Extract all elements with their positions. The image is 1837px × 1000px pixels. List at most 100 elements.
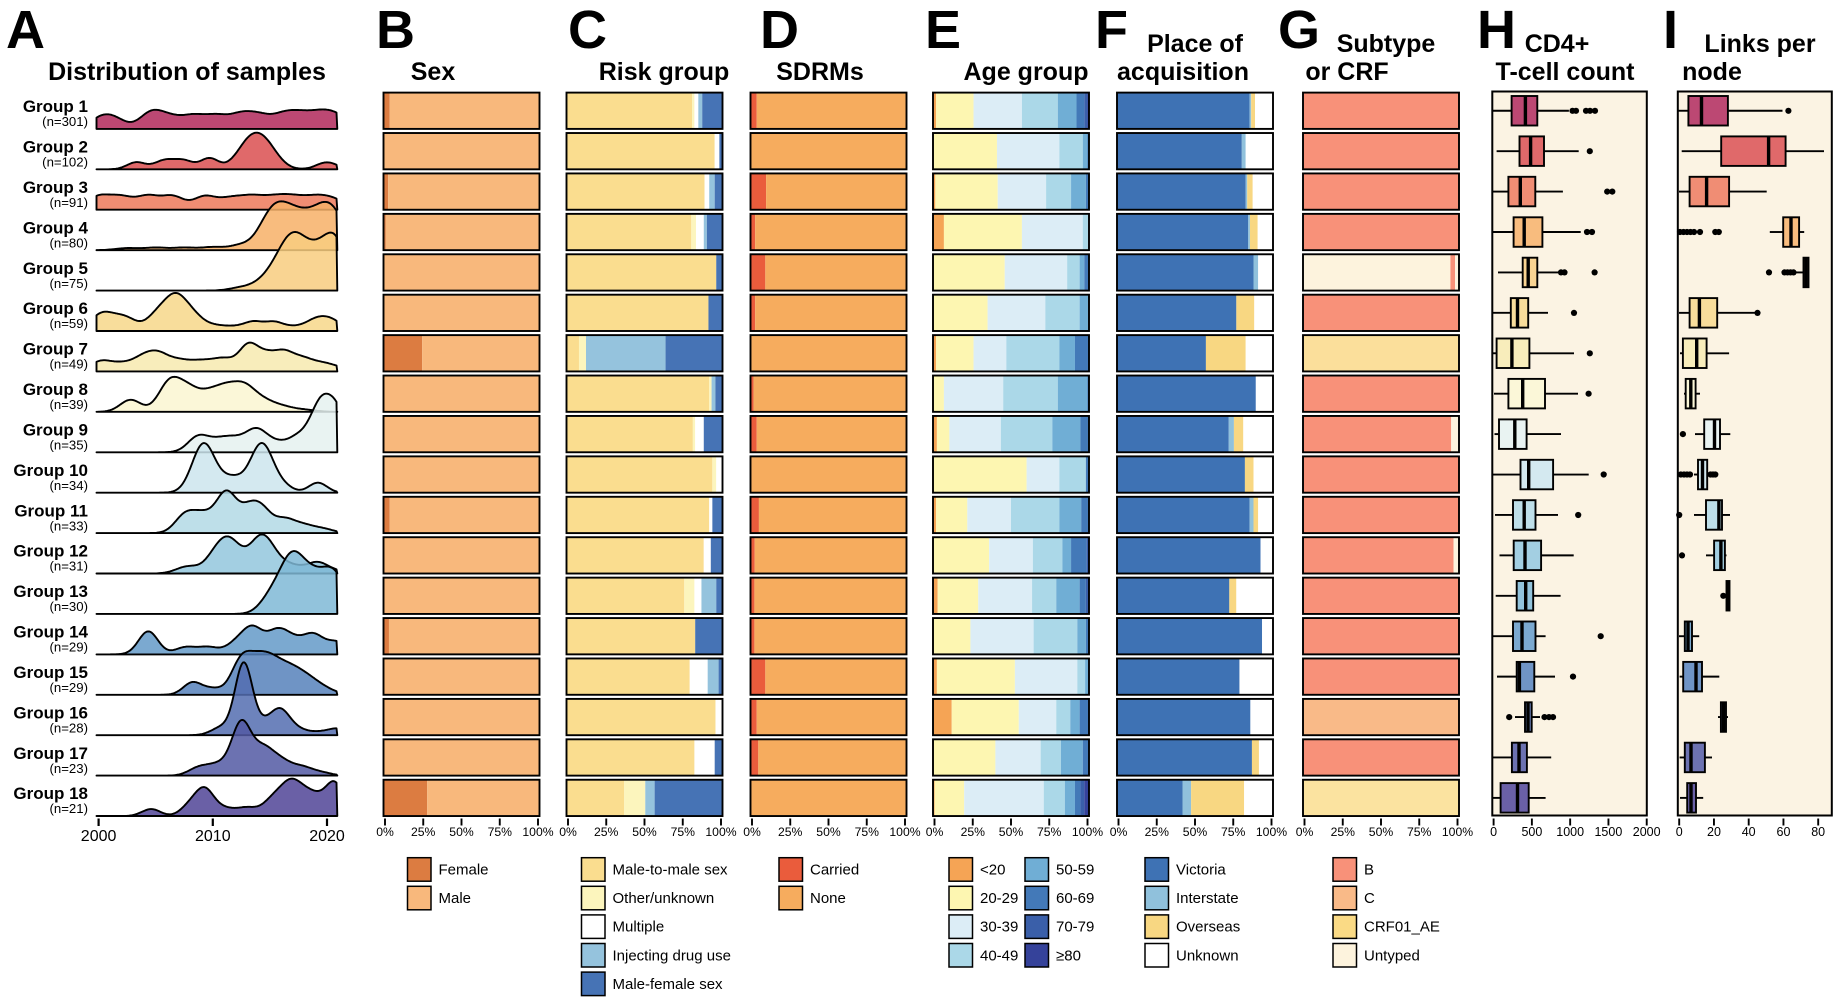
svg-text:60: 60 bbox=[1777, 825, 1791, 839]
svg-text:Risk group: Risk group bbox=[599, 58, 730, 86]
svg-text:70-79: 70-79 bbox=[1056, 919, 1094, 936]
svg-text:30-39: 30-39 bbox=[980, 919, 1018, 936]
svg-text:G: G bbox=[1278, 0, 1320, 60]
svg-text:or CRF: or CRF bbox=[1305, 58, 1388, 86]
svg-text:Group 18: Group 18 bbox=[13, 784, 88, 803]
svg-text:Group 1: Group 1 bbox=[23, 97, 88, 116]
svg-text:25%: 25% bbox=[594, 825, 619, 839]
svg-text:0%: 0% bbox=[376, 825, 394, 839]
svg-text:100%: 100% bbox=[889, 825, 920, 839]
svg-text:50%: 50% bbox=[1369, 825, 1394, 839]
svg-text:1000: 1000 bbox=[1556, 825, 1584, 839]
svg-text:Unknown: Unknown bbox=[1176, 947, 1239, 964]
svg-text:100%: 100% bbox=[1442, 825, 1473, 839]
svg-text:(n=29): (n=29) bbox=[50, 680, 89, 695]
svg-text:2020: 2020 bbox=[309, 828, 345, 845]
svg-text:(n=21): (n=21) bbox=[50, 801, 89, 816]
svg-text:D: D bbox=[760, 0, 799, 60]
svg-text:100%: 100% bbox=[522, 825, 553, 839]
svg-text:0%: 0% bbox=[926, 825, 944, 839]
svg-text:Group 5: Group 5 bbox=[23, 259, 88, 278]
svg-text:Place of: Place of bbox=[1147, 30, 1244, 58]
svg-text:(n=34): (n=34) bbox=[50, 478, 89, 493]
svg-text:0: 0 bbox=[1676, 825, 1683, 839]
svg-text:100%: 100% bbox=[1256, 825, 1287, 839]
svg-text:Group 4: Group 4 bbox=[23, 218, 89, 237]
svg-text:(n=33): (n=33) bbox=[50, 518, 89, 533]
svg-text:75%: 75% bbox=[1221, 825, 1246, 839]
svg-text:B: B bbox=[376, 0, 415, 60]
svg-text:0%: 0% bbox=[559, 825, 577, 839]
svg-text:20-29: 20-29 bbox=[980, 890, 1018, 907]
svg-text:25%: 25% bbox=[1331, 825, 1356, 839]
svg-text:75%: 75% bbox=[488, 825, 513, 839]
svg-text:Overseas: Overseas bbox=[1176, 919, 1240, 936]
svg-text:500: 500 bbox=[1521, 825, 1542, 839]
svg-text:Male-to-male sex: Male-to-male sex bbox=[613, 862, 729, 879]
svg-text:Victoria: Victoria bbox=[1176, 862, 1226, 879]
svg-text:Links per: Links per bbox=[1704, 30, 1815, 58]
svg-text:Group 12: Group 12 bbox=[13, 542, 88, 561]
svg-text:80: 80 bbox=[1811, 825, 1825, 839]
svg-text:(n=59): (n=59) bbox=[50, 316, 89, 331]
svg-text:E: E bbox=[925, 0, 961, 60]
svg-text:(n=49): (n=49) bbox=[50, 357, 89, 372]
svg-text:H: H bbox=[1477, 0, 1516, 60]
svg-text:25%: 25% bbox=[411, 825, 436, 839]
svg-text:60-69: 60-69 bbox=[1056, 890, 1094, 907]
svg-text:75%: 75% bbox=[671, 825, 696, 839]
svg-text:40: 40 bbox=[1742, 825, 1756, 839]
svg-text:(n=28): (n=28) bbox=[50, 720, 89, 735]
svg-text:0%: 0% bbox=[1110, 825, 1128, 839]
svg-text:Distribution of samples: Distribution of samples bbox=[48, 58, 326, 86]
svg-text:None: None bbox=[810, 890, 846, 907]
svg-text:Subtype: Subtype bbox=[1337, 30, 1436, 58]
svg-text:100%: 100% bbox=[705, 825, 736, 839]
svg-text:50%: 50% bbox=[632, 825, 657, 839]
svg-text:Carried: Carried bbox=[810, 862, 859, 879]
svg-text:50%: 50% bbox=[816, 825, 841, 839]
svg-text:CRF01_AE: CRF01_AE bbox=[1364, 919, 1440, 936]
svg-text:Male-female sex: Male-female sex bbox=[613, 976, 724, 993]
svg-text:Group 3: Group 3 bbox=[23, 178, 88, 197]
svg-text:Group 16: Group 16 bbox=[13, 703, 88, 722]
svg-text:(n=30): (n=30) bbox=[50, 599, 89, 614]
svg-text:75%: 75% bbox=[1037, 825, 1062, 839]
svg-text:(n=31): (n=31) bbox=[50, 559, 89, 574]
svg-text:Interstate: Interstate bbox=[1176, 890, 1239, 907]
svg-text:C: C bbox=[568, 0, 607, 60]
svg-text:<20: <20 bbox=[980, 862, 1005, 879]
svg-text:25%: 25% bbox=[1145, 825, 1170, 839]
svg-text:(n=35): (n=35) bbox=[50, 438, 89, 453]
svg-text:CD4+: CD4+ bbox=[1525, 30, 1590, 58]
svg-text:(n=39): (n=39) bbox=[50, 397, 89, 412]
svg-text:Group 7: Group 7 bbox=[23, 340, 88, 359]
svg-text:Male: Male bbox=[439, 890, 472, 907]
svg-text:2000: 2000 bbox=[81, 828, 117, 845]
svg-text:(n=102): (n=102) bbox=[42, 155, 88, 170]
svg-text:25%: 25% bbox=[778, 825, 803, 839]
svg-text:50%: 50% bbox=[449, 825, 474, 839]
svg-text:0: 0 bbox=[1490, 825, 1497, 839]
svg-text:Group 17: Group 17 bbox=[13, 744, 88, 763]
svg-text:(n=91): (n=91) bbox=[50, 195, 89, 210]
svg-text:(n=23): (n=23) bbox=[50, 761, 89, 776]
svg-text:SDRMs: SDRMs bbox=[776, 58, 864, 86]
svg-text:50-59: 50-59 bbox=[1056, 862, 1094, 879]
svg-text:T-cell count: T-cell count bbox=[1496, 58, 1636, 86]
svg-text:25%: 25% bbox=[961, 825, 986, 839]
svg-text:Injecting drug use: Injecting drug use bbox=[613, 947, 731, 964]
svg-text:50%: 50% bbox=[1183, 825, 1208, 839]
svg-text:A: A bbox=[6, 0, 45, 60]
svg-text:Group 8: Group 8 bbox=[23, 380, 88, 399]
svg-text:Female: Female bbox=[439, 862, 489, 879]
svg-text:Group 13: Group 13 bbox=[13, 582, 88, 601]
svg-text:75%: 75% bbox=[1407, 825, 1432, 839]
svg-text:C: C bbox=[1364, 890, 1375, 907]
svg-text:I: I bbox=[1663, 0, 1678, 60]
svg-text:Other/unknown: Other/unknown bbox=[613, 890, 715, 907]
svg-text:Group 6: Group 6 bbox=[23, 299, 88, 318]
svg-text:Group 9: Group 9 bbox=[23, 421, 88, 440]
svg-text:20: 20 bbox=[1707, 825, 1721, 839]
svg-text:B: B bbox=[1364, 862, 1374, 879]
